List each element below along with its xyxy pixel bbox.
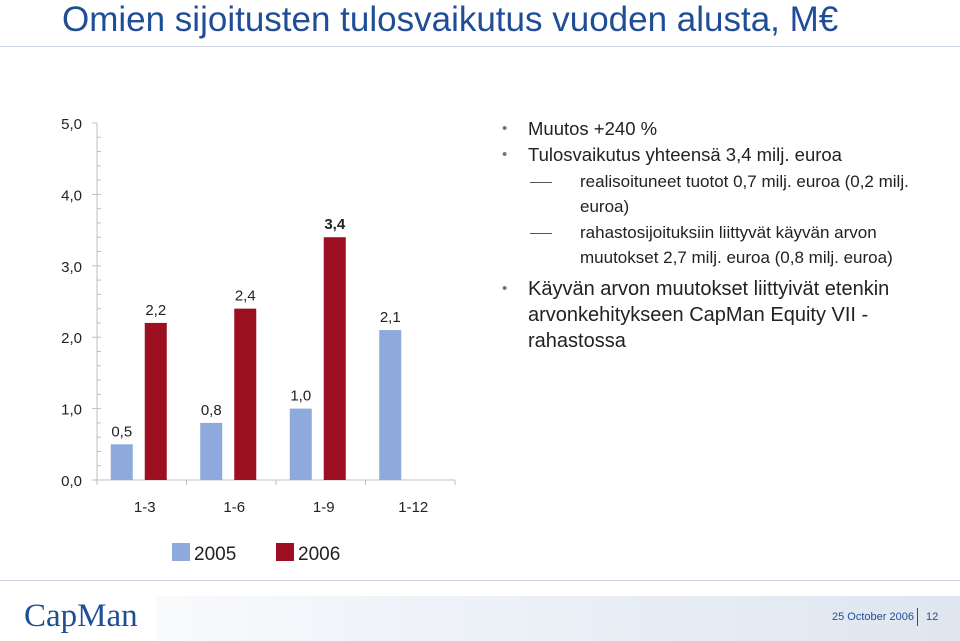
- bar-2006: [144, 322, 167, 480]
- legend-label-2006: 2006: [298, 544, 340, 565]
- y-tick-label: 3,0: [61, 259, 82, 276]
- footer-divider: [0, 580, 960, 581]
- data-label: 0,8: [201, 402, 222, 419]
- y-tick-label: 4,0: [61, 187, 82, 204]
- bullet-list: Muutos +240 % Tulosvaikutus yhteensä 3,4…: [498, 116, 948, 354]
- bar-2006: [323, 237, 346, 480]
- data-label: 2,2: [145, 302, 166, 319]
- data-label: 2,1: [380, 309, 401, 326]
- subbullet-realized-gains: realisoituneet tuotot 0,7 milj. euroa (0…: [498, 170, 948, 219]
- data-label: 2,4: [235, 288, 256, 305]
- data-label: 3,4: [324, 216, 346, 233]
- subbullet-fair-value-changes: rahastosijoituksiin liittyvät käyvän arv…: [498, 221, 948, 270]
- y-tick-label: 0,0: [61, 473, 82, 490]
- legend-swatch-2005: [172, 543, 190, 561]
- x-tick-label: 1-12: [398, 499, 428, 516]
- bar-2006: [234, 308, 257, 480]
- bar-chart: 0,0 1,0 2,0 3,0 4,0 5,0 1-3 0,5 2,2 1-6 0,8 2,4 1-9 1…: [61, 116, 456, 565]
- y-tick-label: 2,0: [61, 330, 82, 347]
- bullet-fair-value-note: Käyvän arvon muutokset liittyivät etenki…: [498, 276, 948, 354]
- y-tick-label: 1,0: [61, 402, 82, 419]
- page-number: 12: [926, 611, 939, 623]
- capman-logo: CapMan: [0, 596, 156, 641]
- bar-2005: [200, 422, 223, 480]
- slide-date: 25 October 2006: [832, 611, 914, 623]
- page-separator: [917, 608, 918, 626]
- data-label: 1,0: [290, 388, 311, 405]
- bar-2005: [110, 444, 133, 480]
- data-label: 0,5: [111, 423, 132, 440]
- bullet-total-impact: Tulosvaikutus yhteensä 3,4 milj. euroa: [498, 142, 948, 168]
- legend-label-2005: 2005: [194, 544, 236, 565]
- x-tick-label: 1-3: [134, 499, 156, 516]
- x-tick-label: 1-9: [313, 499, 335, 516]
- legend-swatch-2006: [276, 543, 294, 561]
- title-divider: [0, 46, 960, 47]
- bar-2005: [379, 330, 402, 480]
- x-tick-label: 1-6: [223, 499, 245, 516]
- logo-text: CapMan: [24, 598, 138, 634]
- slide-title: Omien sijoitusten tulosvaikutus vuoden a…: [62, 0, 839, 39]
- footer-bar: [0, 596, 960, 641]
- bar-2005: [289, 408, 312, 480]
- y-tick-label: 5,0: [61, 116, 82, 133]
- bullet-change: Muutos +240 %: [498, 116, 948, 142]
